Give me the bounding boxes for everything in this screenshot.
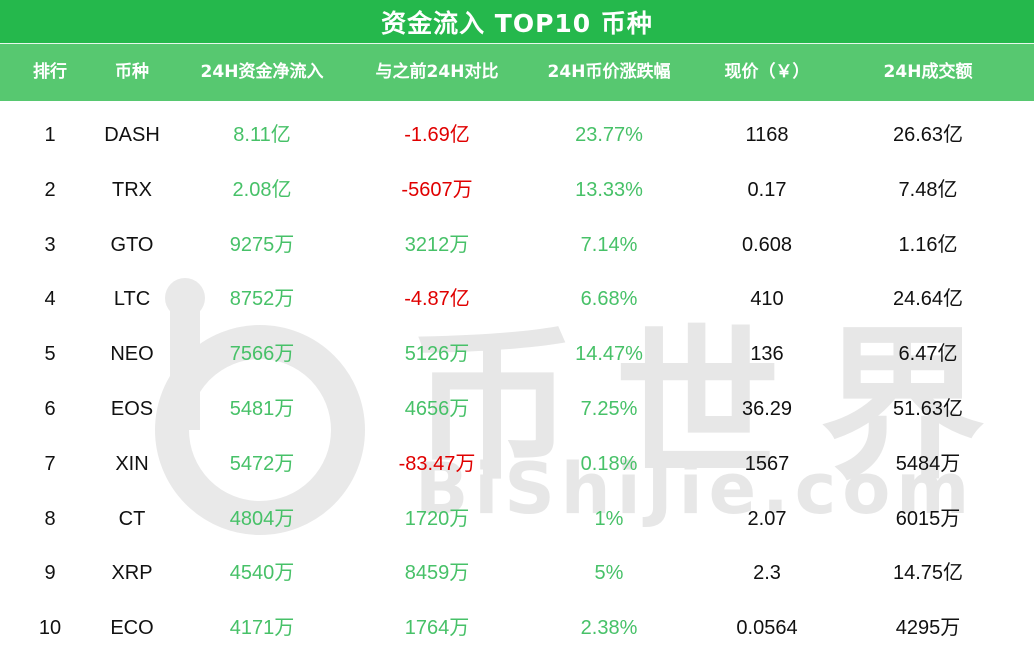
cell-net-inflow: 5481万: [229, 398, 295, 420]
cell-rank: 1: [44, 124, 56, 146]
cell-compare: 5126万: [404, 343, 470, 365]
table-row: 8 CT 4804万 1720万 1% 2.07 6015万: [0, 504, 1034, 534]
cell-rank: 8: [44, 508, 56, 530]
header-volume: 24H成交额: [883, 62, 973, 82]
cell-price: 1168: [745, 124, 789, 146]
cell-volume: 1.16亿: [898, 234, 958, 256]
cell-coin: CT: [118, 508, 146, 530]
cell-volume: 51.63亿: [892, 398, 964, 420]
header-compare: 与之前24H对比: [375, 62, 499, 82]
cell-coin: XIN: [115, 453, 149, 475]
cell-volume: 6.47亿: [898, 343, 958, 365]
cell-net-inflow: 4171万: [229, 617, 295, 639]
cell-price-change: 14.47%: [575, 343, 643, 365]
header-price: 现价（￥）: [724, 62, 810, 82]
cell-compare: 3212万: [404, 234, 470, 256]
table-row: 5 NEO 7566万 5126万 14.47% 136 6.47亿: [0, 339, 1034, 369]
cell-price: 0.608: [741, 234, 793, 256]
cell-price: 2.07: [747, 508, 787, 530]
table-row: 7 XIN 5472万 -83.47万 0.18% 1567 5484万: [0, 449, 1034, 479]
cell-coin: LTC: [113, 288, 151, 310]
table-title: 资金流入 TOP10 币种: [0, 0, 1034, 43]
cell-volume: 24.64亿: [892, 288, 964, 310]
header-rank: 排行: [33, 62, 67, 82]
cell-price: 1567: [744, 453, 790, 475]
cell-price-change: 7.14%: [580, 234, 638, 256]
cell-price: 136: [750, 343, 784, 365]
cell-coin: EOS: [110, 398, 154, 420]
cell-compare: 8459万: [404, 562, 470, 584]
cell-coin: DASH: [104, 124, 160, 146]
cell-price-change: 23.77%: [575, 124, 643, 146]
cell-volume: 6015万: [895, 508, 961, 530]
cell-rank: 7: [44, 453, 56, 475]
table-row: 4 LTC 8752万 -4.87亿 6.68% 410 24.64亿: [0, 284, 1034, 314]
header-net-inflow: 24H资金净流入: [200, 62, 324, 82]
cell-volume: 7.48亿: [898, 179, 958, 201]
cell-coin: ECO: [110, 617, 154, 639]
table-row: 6 EOS 5481万 4656万 7.25% 36.29 51.63亿: [0, 394, 1034, 424]
cell-coin: TRX: [112, 179, 152, 201]
cell-price-change: 5%: [594, 562, 624, 584]
table-row: 9 XRP 4540万 8459万 5% 2.3 14.75亿: [0, 558, 1034, 588]
cell-price: 36.29: [741, 398, 793, 420]
cell-price-change: 0.18%: [580, 453, 638, 475]
cell-price: 0.17: [747, 179, 787, 201]
header-price-change: 24H币价涨跌幅: [547, 62, 671, 82]
cell-net-inflow: 7566万: [229, 343, 295, 365]
table-row: 3 GTO 9275万 3212万 7.14% 0.608 1.16亿: [0, 230, 1034, 260]
cell-rank: 5: [44, 343, 56, 365]
cell-volume: 14.75亿: [892, 562, 964, 584]
table-header: 排行 币种 24H资金净流入 与之前24H对比 24H币价涨跌幅 现价（￥） 2…: [0, 43, 1034, 101]
cell-compare: -1.69亿: [404, 124, 470, 146]
cell-rank: 6: [44, 398, 56, 420]
cell-net-inflow: 4804万: [229, 508, 295, 530]
cell-compare: 4656万: [404, 398, 470, 420]
cell-rank: 4: [44, 288, 56, 310]
cell-volume: 26.63亿: [892, 124, 964, 146]
cell-price-change: 2.38%: [580, 617, 638, 639]
cell-rank: 9: [44, 562, 56, 584]
cell-price-change: 13.33%: [575, 179, 643, 201]
cell-compare: 1764万: [404, 617, 470, 639]
cell-compare: -83.47万: [398, 453, 476, 475]
cell-compare: 1720万: [404, 508, 470, 530]
cell-coin: GTO: [110, 234, 154, 256]
cell-net-inflow: 9275万: [229, 234, 295, 256]
cell-net-inflow: 2.08亿: [232, 179, 292, 201]
cell-volume: 5484万: [895, 453, 961, 475]
cell-price-change: 1%: [594, 508, 624, 530]
cell-coin: NEO: [110, 343, 154, 365]
cell-rank: 2: [44, 179, 56, 201]
cell-coin: XRP: [111, 562, 153, 584]
cell-volume: 4295万: [895, 617, 961, 639]
cell-net-inflow: 8.11亿: [233, 124, 291, 146]
cell-net-inflow: 4540万: [229, 562, 295, 584]
cell-rank: 10: [38, 617, 62, 639]
cell-price: 0.0564: [736, 617, 798, 639]
cell-price-change: 6.68%: [580, 288, 638, 310]
cell-compare: -5607万: [401, 179, 473, 201]
cell-price: 410: [750, 288, 784, 310]
cell-price: 2.3: [753, 562, 781, 584]
cell-net-inflow: 8752万: [229, 288, 295, 310]
cell-rank: 3: [44, 234, 56, 256]
header-coin: 币种: [115, 62, 149, 82]
table-row: 1 DASH 8.11亿 -1.69亿 23.77% 1168 26.63亿: [0, 120, 1034, 150]
table-row: 10 ECO 4171万 1764万 2.38% 0.0564 4295万: [0, 613, 1034, 643]
cell-compare: -4.87亿: [404, 288, 470, 310]
table-row: 2 TRX 2.08亿 -5607万 13.33% 0.17 7.48亿: [0, 175, 1034, 205]
cell-price-change: 7.25%: [580, 398, 638, 420]
cell-net-inflow: 5472万: [229, 453, 295, 475]
